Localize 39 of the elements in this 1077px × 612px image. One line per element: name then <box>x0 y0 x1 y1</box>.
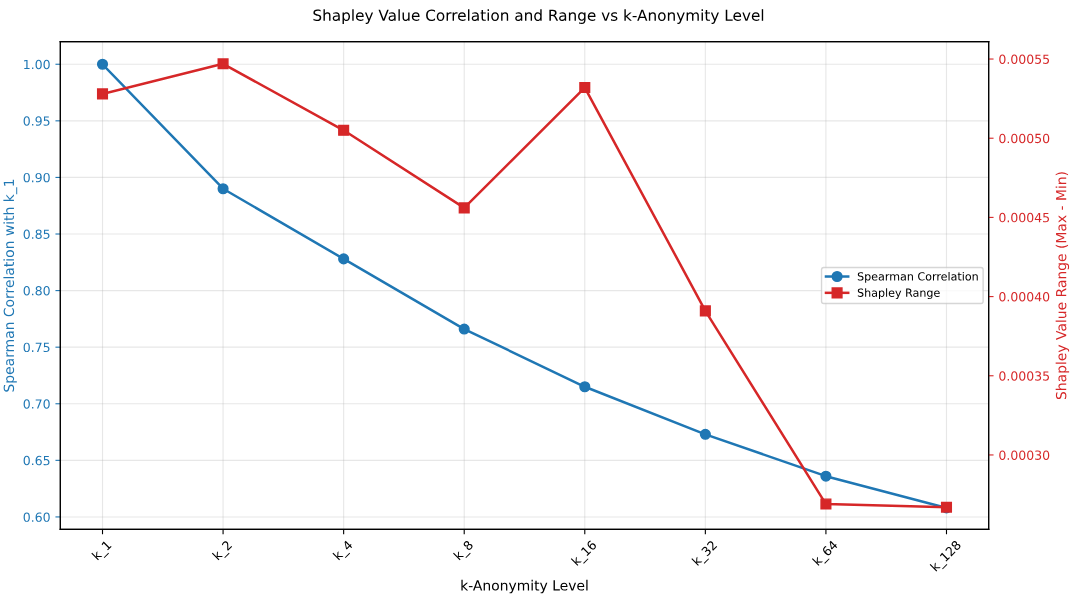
y-tick-label: 0.90 <box>23 172 50 183</box>
point <box>820 470 832 482</box>
point <box>96 58 109 70</box>
legend-label: Shapley Range <box>857 288 940 300</box>
x-tick-label: k_1 <box>91 539 114 563</box>
y-tick-label: 0.95 <box>23 116 50 126</box>
y2-axis-title: Shapley Value Range (Max - Min) <box>1055 172 1070 400</box>
point <box>699 305 711 317</box>
x-tick-label: k_8 <box>453 539 476 563</box>
y-tick-label: 1.00 <box>24 59 50 70</box>
x-tick-label: k_4 <box>332 539 356 563</box>
point <box>338 124 350 136</box>
x-tick-label: k_2 <box>211 539 235 563</box>
y-tick-label: 0.70 <box>23 399 50 409</box>
point <box>579 381 591 393</box>
y-axis-title: Spearman Correlation with k_1 <box>3 179 18 392</box>
legend-label: Spearman Correlation <box>857 271 978 283</box>
point <box>217 183 229 195</box>
point <box>820 498 832 510</box>
point <box>217 58 229 70</box>
y2-tick-label: 0.00040 <box>999 292 1050 302</box>
point <box>458 323 470 335</box>
point <box>458 202 470 214</box>
y-tick-label: 0.85 <box>23 229 50 239</box>
point <box>96 88 109 100</box>
point <box>338 253 350 265</box>
y2-tick-label: 0.00050 <box>999 133 1050 144</box>
y-tick-label: 0.75 <box>23 342 50 353</box>
y2-tick-label: 0.00055 <box>999 54 1050 64</box>
y-tick-label: 0.60 <box>23 512 50 522</box>
y2-tick-label: 0.00030 <box>999 450 1050 460</box>
y-tick-label: 0.80 <box>23 286 50 296</box>
point <box>699 428 711 440</box>
y2-tick-label: 0.00045 <box>999 212 1050 223</box>
x-axis-title: k-Anonymity Level <box>461 579 588 594</box>
y2-tick-label: 0.00035 <box>999 371 1050 381</box>
y-tick-label: 0.65 <box>23 455 50 466</box>
point <box>579 81 591 94</box>
chart-title: Shapley Value Correlation and Range vs k-Anonymity Level <box>313 9 764 24</box>
